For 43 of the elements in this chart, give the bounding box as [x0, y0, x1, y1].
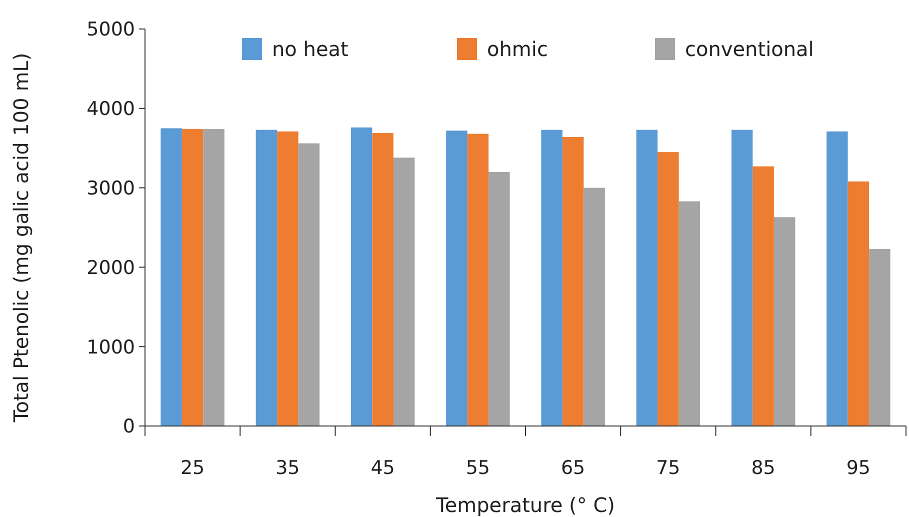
bar [731, 130, 753, 426]
bar [826, 131, 848, 426]
x-tick-label: 65 [560, 457, 586, 479]
bar [488, 172, 510, 426]
bar [182, 129, 204, 426]
legend-label: no heat [272, 37, 349, 61]
y-tick-label: 1000 [86, 336, 135, 358]
x-tick-label: 45 [370, 457, 395, 479]
bar [752, 166, 774, 426]
bar [584, 188, 605, 426]
y-tick-label: 4000 [86, 98, 135, 120]
y-tick-label: 0 [122, 416, 135, 438]
bar [372, 133, 394, 426]
bar [203, 129, 224, 426]
y-tick-label: 3000 [86, 177, 135, 200]
bar [774, 217, 796, 426]
bar [541, 130, 562, 426]
y-tick-label: 5000 [86, 18, 135, 41]
x-tick-label: 95 [846, 457, 871, 479]
x-tick-label: 55 [466, 457, 490, 479]
x-tick-label: 75 [656, 457, 680, 479]
bar [393, 158, 415, 426]
x-tick-label: 85 [751, 457, 776, 479]
bar [678, 201, 700, 426]
bar [160, 128, 182, 426]
bar [467, 134, 489, 426]
bar [446, 130, 468, 426]
x-axis-title: Temperature (° C) [435, 493, 615, 517]
bar [298, 143, 320, 426]
bar [848, 181, 870, 426]
y-tick-label: 2000 [86, 256, 135, 279]
x-tick-label: 35 [276, 457, 300, 479]
legend-label: conventional [685, 37, 814, 61]
bar [869, 248, 890, 426]
x-tick-label: 25 [180, 457, 205, 479]
bar [636, 130, 658, 426]
bar [658, 152, 679, 426]
legend-label: ohmic [487, 37, 548, 61]
bar [562, 136, 584, 426]
bar [277, 131, 298, 426]
y-axis-title: Total Ptenolic (mg galic acid 100 mL) [9, 52, 33, 424]
bar [350, 127, 372, 426]
bar [256, 130, 278, 426]
